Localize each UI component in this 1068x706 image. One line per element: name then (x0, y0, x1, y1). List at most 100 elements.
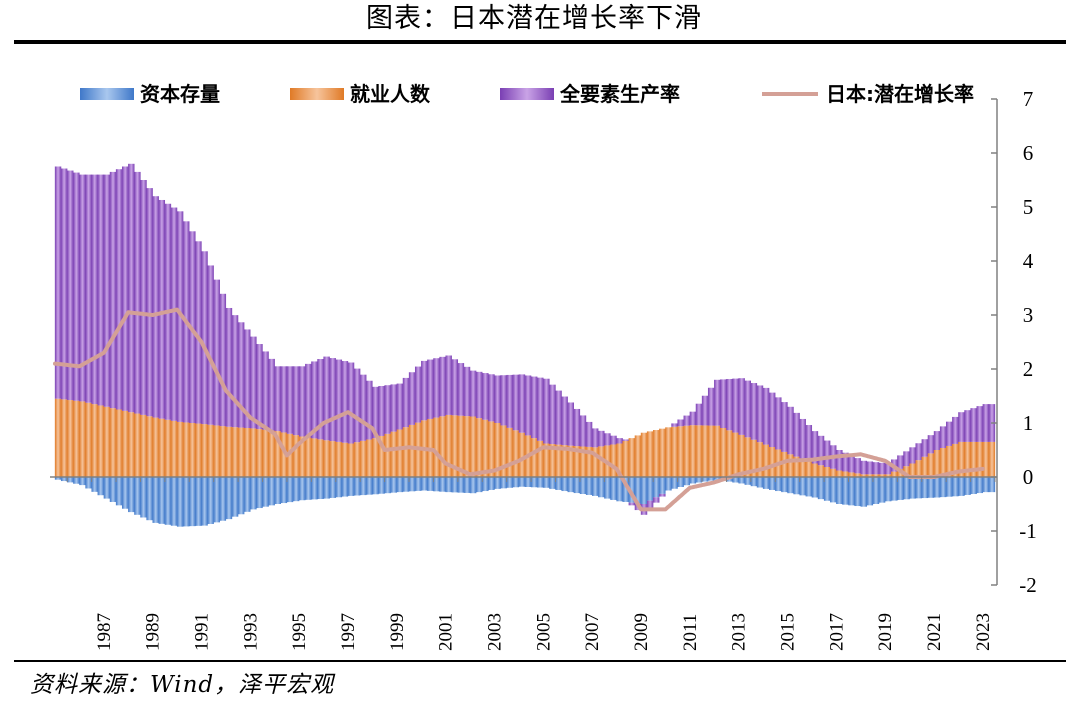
bar-employment (805, 461, 813, 477)
x-tick-label: 1995 (289, 613, 310, 651)
bar-capital-stock (219, 477, 227, 521)
bar-tfp (299, 366, 306, 437)
bar-employment (231, 427, 239, 477)
legend-label-1: 就业人数 (350, 82, 431, 106)
bar-tfp (805, 425, 813, 462)
bar-capital-stock (891, 477, 898, 501)
bar-employment (91, 404, 98, 477)
bar-employment (695, 425, 703, 477)
bar-tfp (585, 421, 593, 447)
bar-tfp (457, 363, 465, 416)
bar-capital-stock (427, 477, 434, 491)
bar-employment (109, 408, 117, 477)
bar-capital-stock (250, 477, 257, 510)
x-tick-label: 2023 (973, 613, 994, 651)
bar-capital-stock (823, 477, 831, 501)
bar-capital-stock (408, 477, 416, 492)
bar-tfp (445, 355, 452, 415)
bar-tfp (628, 502, 636, 506)
bar-tfp (927, 435, 935, 454)
bar-tfp (128, 163, 135, 413)
bar-employment (195, 423, 202, 477)
bar-tfp (952, 416, 959, 444)
bar-employment (341, 442, 349, 477)
bar-tfp (219, 293, 227, 427)
legend-label-0: 资本存量 (140, 82, 220, 106)
x-tick-label: 1993 (240, 613, 261, 651)
bar-employment (85, 402, 92, 477)
bar-employment (915, 460, 922, 477)
bar-tfp (610, 435, 617, 445)
x-tick-label: 2009 (631, 613, 652, 651)
y-tick-label: -1 (1019, 519, 1037, 543)
bar-employment (476, 418, 483, 477)
bar-capital-stock (237, 477, 245, 515)
legend-label-2: 全要素生产率 (559, 82, 680, 106)
bar-tfp (817, 435, 825, 466)
bar-employment (366, 439, 373, 477)
bar-capital-stock (256, 477, 263, 509)
bar-tfp (933, 431, 941, 450)
bar-tfp (341, 361, 349, 443)
bar-tfp (762, 387, 770, 445)
bar-tfp (726, 378, 733, 431)
bar-capital-stock (530, 477, 538, 488)
bar-employment (671, 426, 678, 477)
bar-capital-stock (628, 477, 636, 503)
bar-tfp (225, 307, 233, 427)
bar-tfp (799, 418, 806, 459)
bar-employment (933, 450, 941, 477)
bar-tfp (622, 439, 629, 441)
bar-employment (488, 421, 495, 477)
bar-capital-stock (836, 477, 843, 504)
bar-employment (958, 441, 965, 477)
bar-capital-stock (366, 477, 373, 495)
bar-capital-stock (854, 477, 861, 507)
bar-employment (598, 446, 605, 477)
bar-capital-stock (262, 477, 269, 507)
bar-capital-stock (616, 477, 623, 502)
bar-capital-stock (225, 477, 233, 520)
bars-layer (54, 163, 996, 527)
bar-tfp (329, 358, 336, 442)
bar-capital-stock (976, 477, 983, 494)
bar-tfp (286, 366, 294, 434)
bar-capital-stock (756, 477, 764, 488)
bar-employment (201, 424, 208, 477)
bar-tfp (305, 363, 312, 438)
bar-tfp (775, 397, 782, 450)
bar-employment (121, 410, 129, 477)
bar-employment (286, 433, 294, 477)
bar-tfp (207, 265, 214, 425)
bar-employment (353, 442, 361, 477)
bar-employment (323, 440, 330, 477)
axis-layer: 7 6 5 4 3 2 1 0 -1 -2 1987 1989 1991 1993 1995 1997 1999… (50, 87, 1037, 651)
bar-employment (189, 423, 196, 477)
bar-capital-stock (67, 477, 74, 483)
bar-employment (469, 416, 477, 477)
bar-employment (964, 441, 971, 477)
bar-tfp (579, 415, 587, 447)
bar-capital-stock (744, 477, 751, 485)
legend: 资本存量 就业人数 全要素生产率 日本:潜在增长率 (80, 82, 974, 106)
bar-employment (280, 432, 288, 477)
bar-capital-stock (140, 477, 147, 518)
bar-capital-stock (91, 477, 98, 492)
bar-employment (170, 420, 178, 477)
bar-capital-stock (683, 477, 690, 486)
bar-capital-stock (146, 477, 153, 521)
bar-employment (494, 423, 501, 477)
bar-employment (250, 428, 257, 477)
bar-employment (787, 454, 794, 477)
bar-employment (140, 414, 147, 477)
bar-tfp (524, 375, 532, 436)
bar-employment (927, 453, 935, 477)
bar-tfp (421, 360, 428, 421)
bar-tfp (909, 447, 916, 464)
bar-capital-stock (598, 477, 605, 498)
bar-employment (305, 437, 312, 477)
bar-tfp (744, 380, 751, 438)
bar-capital-stock (866, 477, 874, 506)
bar-employment (769, 447, 776, 477)
bar-capital-stock (933, 477, 941, 498)
